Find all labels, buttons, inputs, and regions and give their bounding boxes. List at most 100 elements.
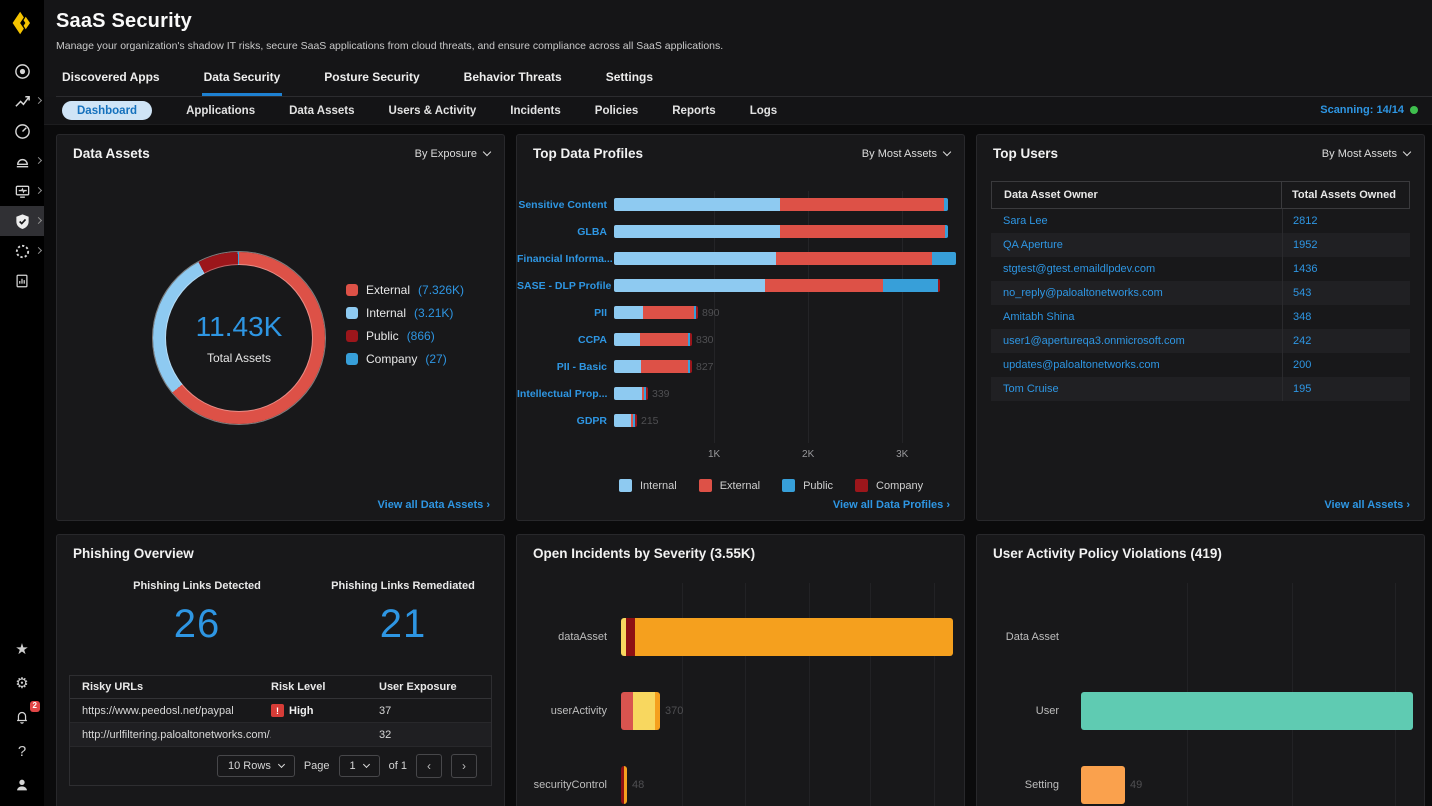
subnav-data-assets[interactable]: Data Assets bbox=[289, 104, 355, 117]
user-profile-icon[interactable] bbox=[0, 774, 44, 796]
most-assets-filter-dropdown[interactable]: By Most Assets bbox=[1322, 148, 1412, 160]
view-all-assets-link[interactable]: View all Assets › bbox=[1324, 499, 1410, 511]
radar-icon[interactable] bbox=[0, 56, 44, 86]
stacked-bar[interactable] bbox=[614, 306, 698, 319]
bar[interactable] bbox=[621, 692, 660, 730]
view-all-data-profiles-link[interactable]: View all Data Profiles › bbox=[832, 499, 950, 511]
page-number-dropdown[interactable]: 1 bbox=[338, 755, 380, 777]
chart-row: securityControl 48 bbox=[517, 766, 644, 804]
settings-gear-icon[interactable]: ⚙ bbox=[15, 674, 29, 692]
stacked-bar[interactable] bbox=[614, 333, 692, 346]
total-assets-owned-link[interactable]: 200 bbox=[1282, 353, 1410, 377]
table-row[interactable]: Tom Cruise 195 bbox=[991, 377, 1410, 401]
stacked-bar[interactable] bbox=[614, 252, 956, 265]
table-row[interactable]: user1@apertureqa3.onmicrosoft.com 242 bbox=[991, 329, 1410, 353]
data-asset-owner-link[interactable]: Amitabh Shina bbox=[1003, 311, 1075, 323]
total-assets-owned-link[interactable]: 1436 bbox=[1282, 257, 1410, 281]
data-asset-owner-link[interactable]: QA Aperture bbox=[1003, 239, 1063, 251]
table-row[interactable]: Sara Lee 2812 bbox=[991, 209, 1410, 233]
tab-behavior-threats[interactable]: Behavior Threats bbox=[463, 70, 562, 84]
tab-settings[interactable]: Settings bbox=[605, 70, 654, 84]
data-profile-link[interactable]: Sensitive Content bbox=[518, 198, 607, 211]
subnav-dashboard[interactable]: Dashboard bbox=[62, 101, 153, 120]
table-row[interactable]: updates@paloaltonetworks.com 200 bbox=[991, 353, 1410, 377]
total-assets-owned-link[interactable]: 242 bbox=[1282, 329, 1410, 353]
data-asset-owner-link[interactable]: no_reply@paloaltonetworks.com bbox=[1003, 287, 1163, 299]
monitor-icon[interactable] bbox=[0, 176, 44, 206]
open-incidents-card: Open Incidents by Severity (3.55K) dataA… bbox=[516, 534, 965, 806]
saas-security-shield-icon[interactable] bbox=[0, 206, 44, 236]
stacked-bar[interactable] bbox=[614, 414, 637, 427]
data-asset-owner-link[interactable]: Sara Lee bbox=[1003, 215, 1048, 227]
tab-discovered-apps[interactable]: Discovered Apps bbox=[62, 70, 160, 84]
next-page-button[interactable]: › bbox=[451, 754, 477, 778]
table-row[interactable]: https://www.peedosl.net/paypal! High 37 bbox=[70, 699, 491, 723]
bar-value-label: 48 bbox=[632, 779, 645, 791]
table-row[interactable]: stgtest@gtest.emaildlpdev.com 1436 bbox=[991, 257, 1410, 281]
reports-icon[interactable] bbox=[0, 266, 44, 296]
table-row[interactable]: QA Aperture 1952 bbox=[991, 233, 1410, 257]
table-row[interactable]: http://urlfiltering.paloaltonetworks.com… bbox=[70, 723, 491, 747]
data-asset-owner-link[interactable]: Tom Cruise bbox=[1003, 383, 1059, 395]
bar-segment-company bbox=[938, 279, 940, 292]
subnav-users-activity[interactable]: Users & Activity bbox=[388, 104, 477, 117]
subnav-policies[interactable]: Policies bbox=[594, 104, 639, 117]
table-row[interactable]: no_reply@paloaltonetworks.com 543 bbox=[991, 281, 1410, 305]
data-asset-owner-link[interactable]: updates@paloaltonetworks.com bbox=[1003, 359, 1160, 371]
column-header[interactable]: Data Asset Owner bbox=[1004, 189, 1098, 201]
bar[interactable] bbox=[1081, 692, 1413, 730]
stacked-bar[interactable] bbox=[614, 279, 940, 292]
subnav-incidents[interactable]: Incidents bbox=[510, 104, 561, 117]
bar-segment-company bbox=[696, 306, 698, 319]
column-header[interactable]: Total Assets Owned bbox=[1281, 182, 1409, 208]
data-profile-link[interactable]: Intellectual Prop... bbox=[517, 387, 608, 400]
data-profile-link[interactable]: CCPA bbox=[578, 333, 607, 346]
subnav-applications[interactable]: Applications bbox=[186, 104, 256, 117]
bar-segment-public bbox=[694, 306, 696, 319]
subnav-reports[interactable]: Reports bbox=[672, 104, 716, 117]
data-profile-link[interactable]: GDPR bbox=[576, 414, 607, 427]
bar[interactable] bbox=[621, 618, 953, 656]
exposure-filter-dropdown[interactable]: By Exposure bbox=[415, 148, 492, 160]
bar[interactable] bbox=[1081, 766, 1125, 804]
favorites-star-icon[interactable]: ★ bbox=[15, 640, 29, 658]
bar[interactable] bbox=[621, 766, 627, 804]
settings-ring-icon[interactable] bbox=[0, 236, 44, 266]
total-assets-owned-link[interactable]: 348 bbox=[1282, 305, 1410, 329]
help-icon[interactable]: ? bbox=[17, 742, 27, 760]
subnav-logs[interactable]: Logs bbox=[749, 104, 778, 117]
risky-url[interactable]: http://urlfiltering.paloaltonetworks.com… bbox=[82, 728, 271, 741]
total-assets-owned-link[interactable]: 1952 bbox=[1282, 233, 1410, 257]
data-profile-link[interactable]: SASE - DLP Profile 1 bbox=[517, 279, 614, 292]
stacked-bar[interactable] bbox=[614, 387, 648, 400]
data-asset-owner-link[interactable]: user1@apertureqa3.onmicrosoft.com bbox=[1003, 335, 1185, 347]
total-assets-owned-link[interactable]: 543 bbox=[1282, 281, 1410, 305]
rows-per-page-dropdown[interactable]: 10 Rows bbox=[217, 755, 295, 777]
gauge-icon[interactable] bbox=[0, 116, 44, 146]
data-profile-link[interactable]: Financial Informa... bbox=[517, 252, 613, 265]
total-assets-label: Total Assets bbox=[206, 351, 272, 365]
previous-page-button[interactable]: ‹ bbox=[416, 754, 442, 778]
tab-posture-security[interactable]: Posture Security bbox=[324, 70, 420, 84]
table-row[interactable]: Amitabh Shina 348 bbox=[991, 305, 1410, 329]
stacked-bar[interactable] bbox=[614, 360, 692, 373]
most-assets-filter-dropdown[interactable]: By Most Assets bbox=[862, 148, 952, 160]
notifications-bell-icon[interactable]: 2 bbox=[0, 701, 44, 728]
palo-alto-logo[interactable] bbox=[7, 8, 37, 38]
insights-icon[interactable] bbox=[0, 86, 44, 116]
data-asset-owner-link[interactable]: stgtest@gtest.emaildlpdev.com bbox=[1003, 263, 1156, 275]
total-assets-owned-link[interactable]: 195 bbox=[1282, 377, 1410, 401]
total-assets-owned-link[interactable]: 2812 bbox=[1282, 209, 1410, 233]
data-profile-link[interactable]: PII - Basic bbox=[556, 360, 607, 373]
data-assets-donut-chart[interactable]: 11.43K Total Assets bbox=[153, 252, 325, 424]
tab-data-security[interactable]: Data Security bbox=[201, 66, 283, 96]
alerts-icon[interactable] bbox=[0, 146, 44, 176]
data-profile-link[interactable]: GLBA bbox=[577, 225, 607, 238]
view-all-data-assets-link[interactable]: View all Data Assets › bbox=[377, 499, 491, 511]
stacked-bar[interactable] bbox=[614, 225, 948, 238]
risky-url[interactable]: https://www.peedosl.net/paypal bbox=[82, 704, 234, 717]
scanning-status[interactable]: Scanning: 14/14 bbox=[1320, 104, 1418, 116]
legend-value: (27) bbox=[425, 352, 447, 366]
stacked-bar[interactable] bbox=[614, 198, 948, 211]
data-profile-link[interactable]: PII bbox=[594, 306, 607, 319]
